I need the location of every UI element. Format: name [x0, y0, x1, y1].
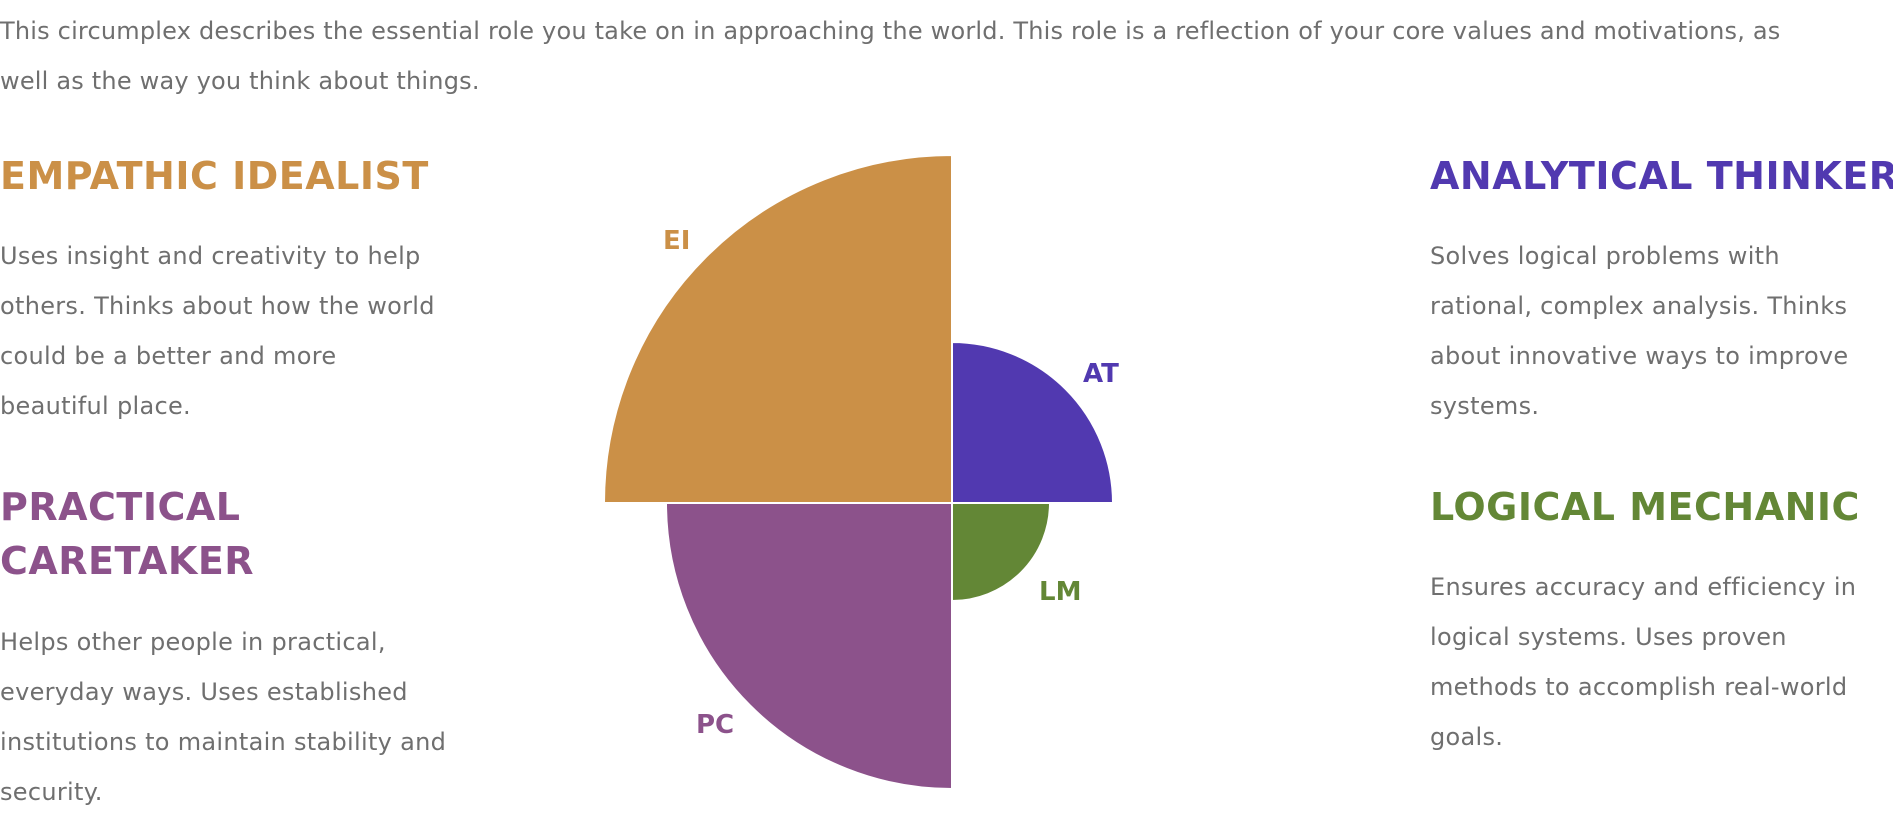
practical-caretaker-description: Helps other people in practical, everyda… — [0, 617, 446, 817]
heading-line: PRACTICAL — [0, 485, 241, 529]
ei-label: EI — [663, 226, 690, 256]
practical-caretaker-heading: PRACTICAL CARETAKER — [0, 480, 254, 588]
logical-mechanic-segment — [951, 502, 1052, 603]
empathic-idealist-description: Uses insight and creativity to help othe… — [0, 231, 435, 431]
logical-mechanic-description: Ensures accuracy and efficiency in logic… — [1430, 562, 1856, 762]
lm-label: LM — [1039, 577, 1081, 607]
description-line: methods to accomplish real-world — [1430, 673, 1848, 701]
intro-text: This circumplex describes the essential … — [0, 6, 1893, 106]
intro-line: well as the way you think about things. — [0, 67, 480, 95]
analytical-thinker-heading: ANALYTICAL THINKER — [1430, 154, 1893, 198]
description-line: beautiful place. — [0, 392, 191, 420]
description-line: everyday ways. Uses established — [0, 678, 408, 706]
intro-line: This circumplex describes the essential … — [0, 17, 1781, 45]
description-line: Uses insight and creativity to help — [0, 242, 421, 270]
description-line: others. Thinks about how the world — [0, 292, 435, 320]
empathic-idealist-segment — [602, 153, 953, 504]
description-line: rational, complex analysis. Thinks — [1430, 292, 1848, 320]
description-line: institutions to maintain stability and — [0, 728, 447, 756]
description-line: security. — [0, 778, 103, 806]
at-label: AT — [1083, 359, 1119, 389]
description-line: about innovative ways to improve — [1430, 342, 1849, 370]
analytical-thinker-description: Solves logical problems with rational, c… — [1430, 231, 1849, 431]
practical-caretaker-segment — [664, 502, 953, 791]
description-line: Helps other people in practical, — [0, 628, 386, 656]
pc-label: PC — [696, 710, 734, 740]
description-line: could be a better and more — [0, 342, 337, 370]
analytical-thinker-segment — [951, 340, 1115, 504]
description-line: Ensures accuracy and efficiency in — [1430, 573, 1857, 601]
description-line: Solves logical problems with — [1430, 242, 1780, 270]
heading-line: CARETAKER — [0, 539, 255, 583]
logical-mechanic-heading: LOGICAL MECHANIC — [1430, 485, 1860, 529]
description-line: systems. — [1430, 392, 1540, 420]
empathic-idealist-heading: EMPATHIC IDEALIST — [0, 154, 429, 198]
description-line: goals. — [1430, 723, 1504, 751]
description-line: logical systems. Uses proven — [1430, 623, 1787, 651]
